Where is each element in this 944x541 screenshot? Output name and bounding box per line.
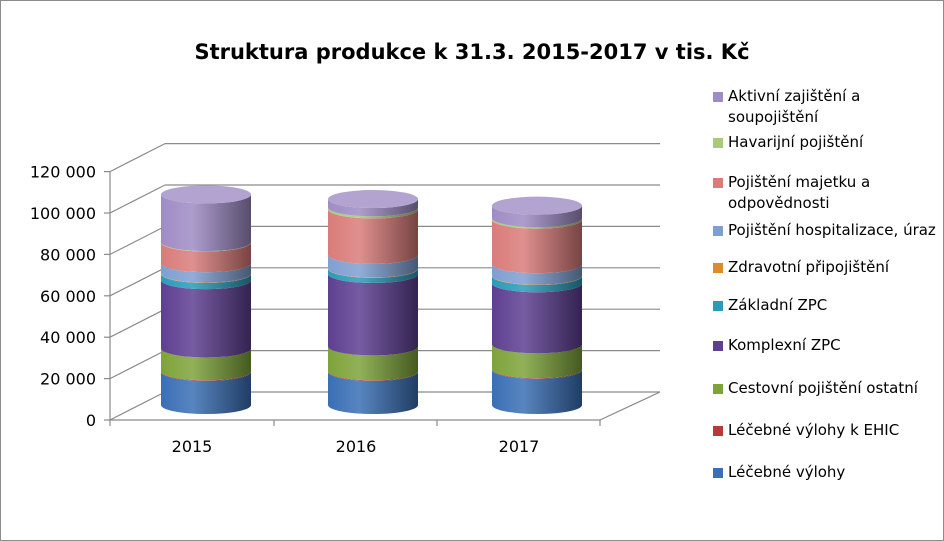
- bar-segment: [492, 283, 582, 354]
- bar-segment: [161, 242, 251, 273]
- bar-top-cap: [161, 185, 251, 204]
- bar-top-cap: [328, 190, 418, 209]
- x-tick-label: 2015: [172, 437, 213, 456]
- gridline-diagonal: [109, 350, 166, 380]
- x-tick-label: 2016: [336, 437, 377, 456]
- legend-label: Pojištění hospitalizace, úraz: [728, 221, 936, 239]
- bar-segment: [328, 207, 418, 219]
- legend-label: Komplexní ZPC: [728, 336, 841, 354]
- chart-title: Struktura produkce k 31.3. 2015-2017 v t…: [194, 40, 750, 64]
- legend-swatch: [713, 178, 723, 188]
- gridline-diagonal: [109, 225, 166, 255]
- y-tick-label: 80 000: [40, 245, 96, 264]
- y-tick-label: 0: [86, 411, 96, 430]
- bar-stack-2016: [328, 190, 418, 414]
- legend-label: Zdravotní připojištění: [728, 258, 890, 276]
- bar-segment: [492, 219, 582, 274]
- legend-label: Havarijní pojištění: [728, 133, 864, 151]
- legend: Aktivní zajištění a soupojištění Havarijn…: [713, 86, 941, 496]
- bar-segment: [161, 280, 251, 358]
- bar-segment: [492, 276, 582, 293]
- bar-segment: [328, 199, 418, 217]
- legend-swatch: [713, 263, 723, 273]
- bar-segment: [492, 369, 582, 414]
- x-tick-label: 2017: [499, 437, 540, 456]
- bar-segment: [328, 273, 418, 356]
- bar-segment: [328, 254, 418, 278]
- bar-segment: [161, 371, 251, 414]
- gridline-diagonal: [109, 267, 166, 297]
- y-tick-label: 40 000: [40, 328, 96, 347]
- bar-segment: [328, 268, 418, 283]
- bar-segment: [492, 205, 582, 228]
- gridline-diagonal: [109, 184, 166, 214]
- y-tick-label: 60 000: [40, 287, 96, 306]
- bar-stack-2017: [492, 196, 582, 414]
- bar-segment: [161, 348, 251, 381]
- bar-segment: [161, 273, 251, 290]
- legend-swatch: [713, 341, 723, 351]
- legend-swatch: [713, 384, 723, 394]
- bar-segment: [492, 344, 582, 379]
- bar-segment: [328, 371, 418, 414]
- bar-segment: [161, 263, 251, 283]
- legend-swatch: [713, 468, 723, 478]
- y-tick-label: 120 000: [30, 163, 96, 182]
- legend-label: Cestovní pojištění ostatní: [728, 379, 918, 397]
- legend-swatch: [713, 226, 723, 236]
- bar-segment: [161, 194, 251, 252]
- legend-swatch: [713, 92, 723, 102]
- legend-swatch: [713, 301, 723, 311]
- bar-segment: [328, 209, 418, 264]
- floor-right-edge: [599, 391, 661, 421]
- bar-segment: [492, 218, 582, 229]
- y-tick-label: 20 000: [40, 370, 96, 389]
- legend-label: Léčebné výlohy k EHIC: [728, 421, 900, 439]
- legend-label: Základní ZPC: [728, 296, 828, 314]
- gridline-diagonal: [109, 143, 166, 173]
- bar-segment: [328, 346, 418, 381]
- bar-top-cap: [492, 196, 582, 215]
- legend-label: Aktivní zajištění a soupojištění: [728, 87, 861, 126]
- legend-label: Pojištění majetku a odpovědnosti: [728, 173, 871, 212]
- bar-segment: [492, 264, 582, 285]
- legend-swatch: [713, 426, 723, 436]
- bar-stack-2015: [161, 185, 251, 414]
- y-tick-label: 100 000: [30, 204, 96, 223]
- gridline-diagonal: [109, 308, 166, 338]
- legend-swatch: [713, 138, 723, 148]
- legend-label: Léčebné výlohy: [728, 463, 846, 481]
- gridline-diagonal: [109, 391, 166, 421]
